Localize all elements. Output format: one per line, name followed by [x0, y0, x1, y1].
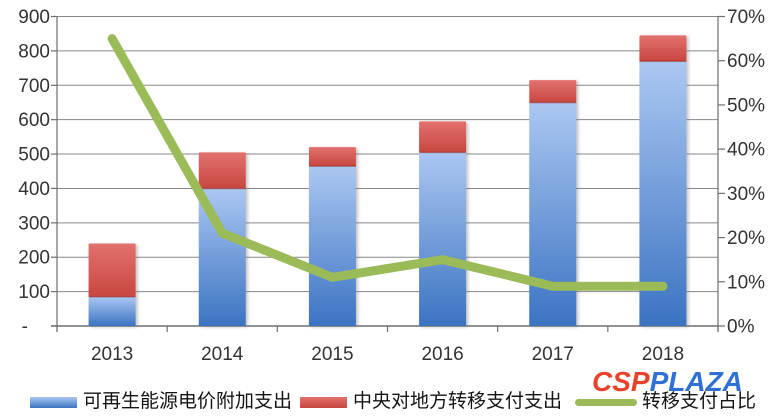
x-axis-label-2017: 2017	[532, 344, 574, 365]
x-axis-label-2016: 2016	[421, 344, 463, 365]
bar-2018-central-transfer	[639, 35, 687, 62]
watermark-csp-text: CSP	[592, 366, 650, 397]
left-axis-label: 800	[18, 41, 50, 62]
bar-group-2013	[88, 243, 136, 326]
left-axis-label: 600	[18, 110, 50, 131]
left-axis-label: 300	[18, 213, 50, 234]
bar-2013-central-transfer	[88, 243, 136, 297]
bar-2013-renewable-surcharge	[88, 296, 136, 326]
bar-2016-central-transfer	[419, 121, 467, 153]
right-axis-label: 70%	[727, 7, 765, 28]
bar-group-2015	[308, 147, 356, 326]
bar-2015-central-transfer	[308, 147, 356, 167]
bar-2015-renewable-surcharge	[308, 166, 356, 326]
left-axis-label: 700	[18, 76, 50, 97]
bar-2017-central-transfer	[529, 80, 577, 103]
bar-2014-central-transfer	[198, 152, 246, 189]
left-axis-label: -	[22, 317, 28, 338]
watermark-cspplaza-logo: CSPPLAZA	[592, 368, 743, 396]
bar-group-2014	[198, 152, 246, 326]
right-axis-label: 30%	[727, 184, 765, 205]
right-axis-label: 50%	[727, 95, 765, 116]
bar-2017-renewable-surcharge	[529, 102, 577, 326]
right-axis-label: 10%	[727, 272, 765, 293]
left-axis-label: 900	[18, 7, 50, 28]
left-axis-label: 200	[18, 248, 50, 269]
x-axis-label-2013: 2013	[91, 344, 133, 365]
right-axis-label: 40%	[727, 140, 765, 161]
bar-group-2016	[419, 121, 467, 326]
bar-2016-renewable-surcharge	[419, 152, 467, 326]
right-axis-label: 0%	[727, 317, 755, 338]
x-axis-label-2015: 2015	[311, 344, 353, 365]
x-axis-label-2018: 2018	[642, 344, 684, 365]
bar-group-2018	[639, 35, 687, 326]
line-transfer-payment-ratio	[107, 34, 668, 291]
left-axis-label: 500	[18, 145, 50, 166]
right-axis-label: 20%	[727, 228, 765, 249]
bar-2018-renewable-surcharge	[639, 61, 687, 326]
x-axis-label-2014: 2014	[201, 344, 244, 365]
left-axis-label: 100	[18, 282, 50, 303]
bar-group-2017	[529, 80, 577, 326]
watermark-plaza-text: PLAZA	[649, 366, 743, 397]
right-axis-label: 60%	[727, 51, 765, 72]
left-axis-label: 400	[18, 179, 50, 200]
bar-2014-renewable-surcharge	[198, 188, 246, 326]
